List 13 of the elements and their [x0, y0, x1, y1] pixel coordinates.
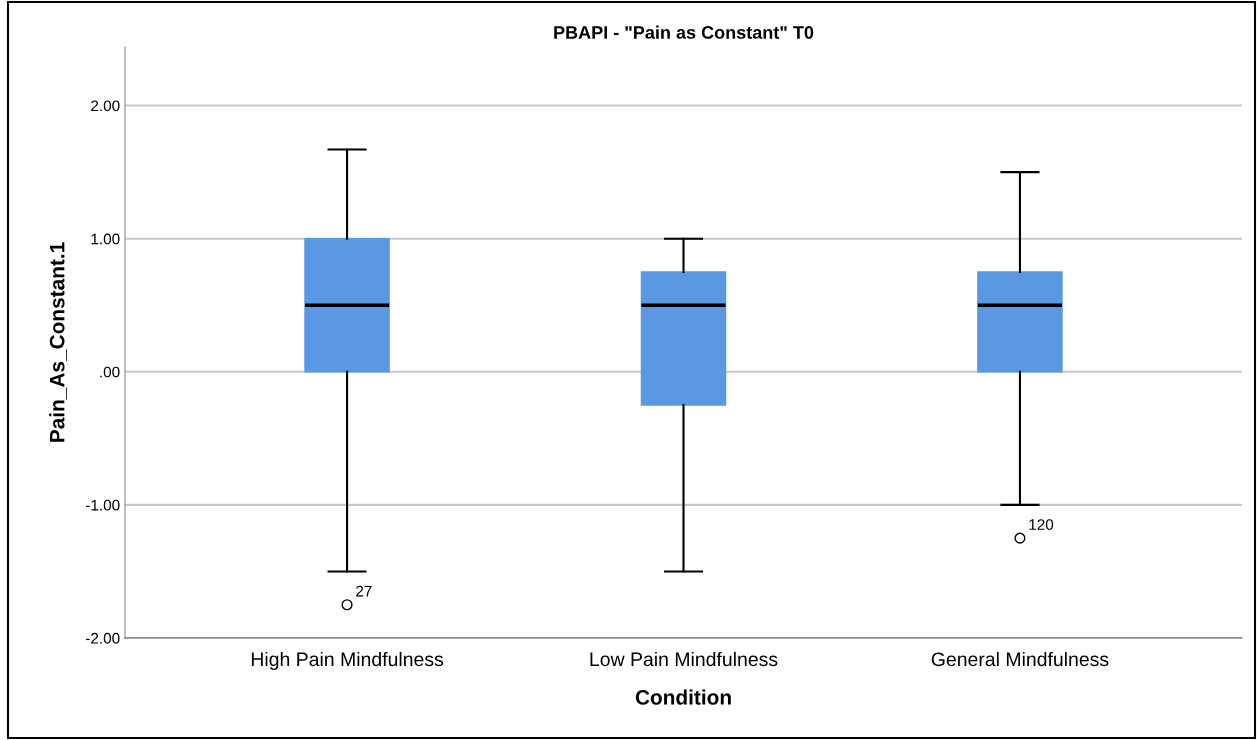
x-tick-label: High Pain Mindfulness	[251, 651, 444, 671]
annotation: 27	[356, 585, 372, 597]
y-tick-label: 2.00	[91, 100, 120, 112]
x-tick-label: General Mindfulness	[931, 651, 1109, 667]
annotation: 120	[1029, 519, 1054, 530]
y-tick-label: 1.00	[91, 233, 120, 245]
y-tick-label: .00	[100, 366, 120, 378]
y-tick-label: -1.00	[86, 499, 120, 511]
x-axis-title: Condition	[635, 689, 731, 705]
chart-title: PBAPI - "Pain as Constant" T0	[554, 25, 814, 39]
y-axis-title: Pain_As_Constant.1	[49, 242, 67, 442]
y-tick-label: -2.00	[86, 632, 120, 644]
x-tick-label: Low Pain Mindfulness	[590, 651, 778, 667]
